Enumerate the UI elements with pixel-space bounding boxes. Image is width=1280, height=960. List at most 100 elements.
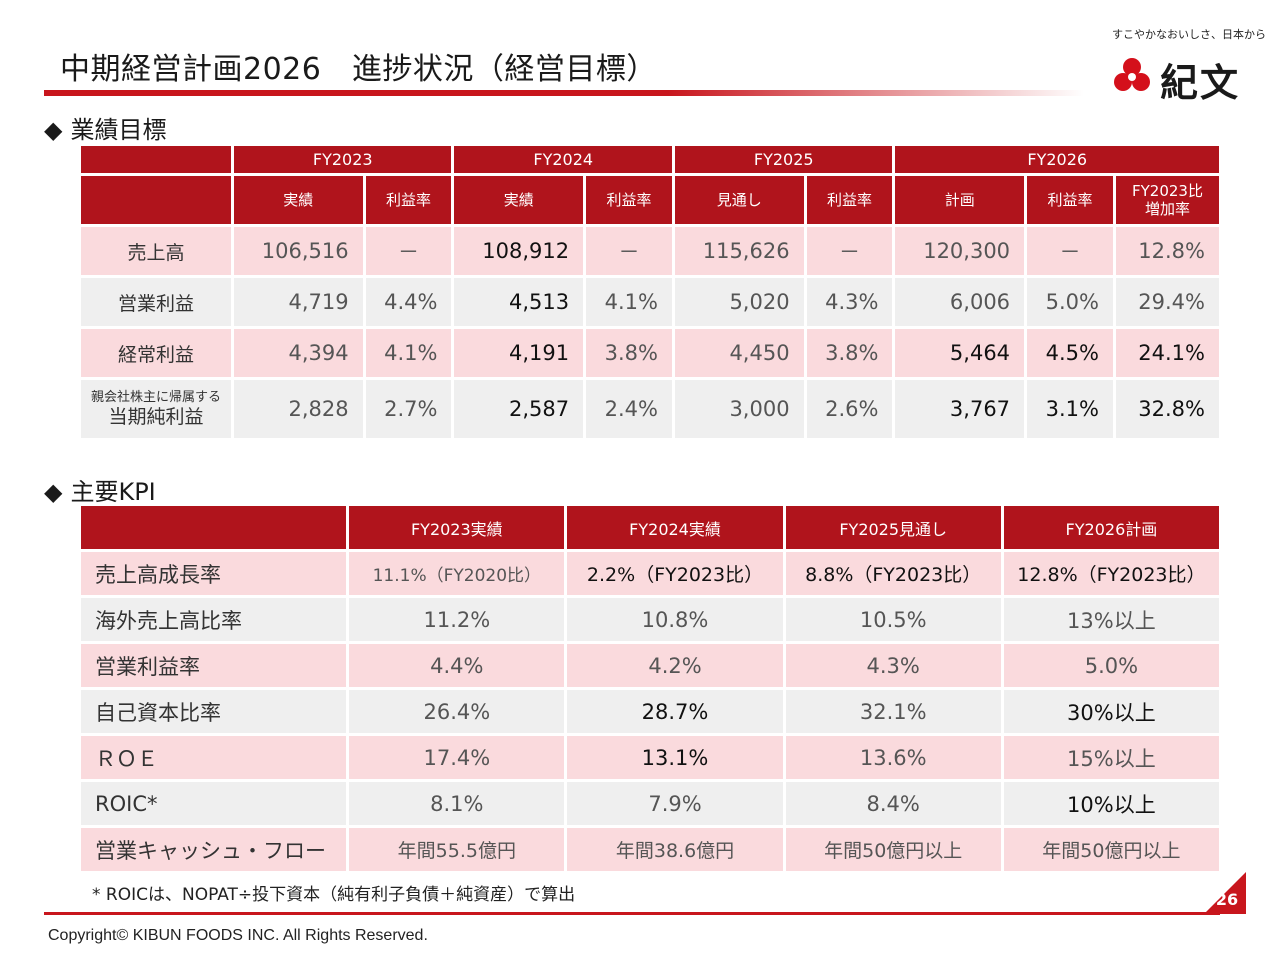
year-header: FY2023 [234,146,452,173]
year-header: FY2025 [674,146,893,173]
column-header: FY2023実績 [349,506,565,549]
table-cell: 2,587 [454,380,584,438]
row-label: 営業利益 [81,278,231,326]
column-header-line: 増加率 [1144,200,1190,218]
table-cell: 13%以上 [1003,598,1219,641]
table-row: 自己資本比率 26.4% 28.7% 32.1% 30%以上 [81,690,1219,733]
column-header: 利益率 [1027,176,1113,224]
column-header: 実績 [234,176,363,224]
table-cell: 11.2% [349,598,565,641]
key-kpi-table: FY2023実績 FY2024実績 FY2025見通し FY2026計画 売上高… [78,503,1222,874]
table-cell: 10.8% [567,598,783,641]
table-cell: 4.1% [586,278,672,326]
table-cell: 年間50億円以上 [1003,828,1219,871]
table-cell: 4.1% [365,329,452,377]
page-number: 26 [1215,890,1239,909]
page-title: 中期経営計画2026 進捗状況（経営目標） [60,52,657,87]
table-cell: 5,020 [674,278,804,326]
table-cell: 3.1% [1027,380,1113,438]
table-cell: 29.4% [1115,278,1219,326]
column-header: FY2024実績 [567,506,783,549]
year-header: FY2026 [895,146,1219,173]
copyright-text: Copyright© KIBUN FOODS INC. All Rights R… [48,927,428,944]
trefoil-logo-icon [1114,58,1150,91]
table-cell: 年間50億円以上 [785,828,1001,871]
year-header: FY2024 [454,146,672,173]
table-row: 売上高 106,516 － 108,912 － 115,626 － 120,30… [81,227,1219,275]
table-cell: 12.8% [1115,227,1219,275]
table-cell: 10.5% [785,598,1001,641]
table-cell: 4.3% [785,644,1001,687]
table-cell: 4,450 [674,329,804,377]
footnote: * ROICは、NOPAT÷投下資本（純有利子負債＋純資産）で算出 [92,885,576,905]
row-label: 海外売上高比率 [81,598,347,641]
table-cell: 4,513 [454,278,584,326]
column-header-line: FY2023比 [1131,182,1203,200]
table-cell: 8.4% [785,782,1001,825]
row-label-main: 当期純利益 [108,406,204,428]
table-cell: 32.8% [1115,380,1219,438]
table-cell: 4,394 [234,329,363,377]
table-cell: 7.9% [567,782,783,825]
logo-tagline: すこやかなおいしさ、日本から [1112,28,1266,41]
table-row: ＲＯＥ 17.4% 13.1% 13.6% 15%以上 [81,736,1219,779]
table-cell: 106,516 [234,227,363,275]
table-cell: 17.4% [349,736,565,779]
table-row: 営業キャッシュ・フロー 年間55.5億円 年間38.6億円 年間50億円以上 年… [81,828,1219,871]
table-cell: 4,719 [234,278,363,326]
table-cell: 6,006 [895,278,1025,326]
table-row: 海外売上高比率 11.2% 10.8% 10.5% 13%以上 [81,598,1219,641]
table-cell: 8.1% [349,782,565,825]
column-header: FY2025見通し [785,506,1001,549]
row-label: 売上高成長率 [81,552,347,595]
section-heading-kpi: ◆ 主要KPI [44,472,156,507]
table-cell: 32.1% [785,690,1001,733]
table-cell: 28.7% [567,690,783,733]
table-cell: 4.3% [806,278,893,326]
section-heading-performance: ◆ 業績目標 [44,110,166,145]
table-cell: 11.1%（FY2020比） [349,552,565,595]
table-cell: 年間55.5億円 [349,828,565,871]
row-label: 営業キャッシュ・フロー [81,828,347,871]
table-cell: 2.7% [365,380,452,438]
column-header: 実績 [454,176,584,224]
table-row: 親会社株主に帰属する 当期純利益 2,828 2.7% 2,587 2.4% 3… [81,380,1219,438]
diamond-bullet-icon: ◆ [44,478,63,506]
table-cell: 13.1% [567,736,783,779]
row-label: 売上高 [81,227,231,275]
table-cell: － [806,227,893,275]
title-underline [44,90,1084,96]
table-cell: 2.2%（FY2023比） [567,552,783,595]
table-cell: 120,300 [895,227,1025,275]
table-cell: 5,464 [895,329,1025,377]
row-label: 親会社株主に帰属する 当期純利益 [81,380,231,438]
column-header: 計画 [895,176,1025,224]
table-cell: 2.4% [586,380,672,438]
table-cell: 2.6% [806,380,893,438]
table-cell: 4.2% [567,644,783,687]
table-cell: 24.1% [1115,329,1219,377]
table-cell: 8.8%（FY2023比） [785,552,1001,595]
row-label: 経常利益 [81,329,231,377]
table-cell: 4.4% [365,278,452,326]
column-header: FY2023比 増加率 [1115,176,1219,224]
table-cell: 15%以上 [1003,736,1219,779]
table-cell: 3.8% [806,329,893,377]
column-header: 利益率 [365,176,452,224]
table-cell: － [1027,227,1113,275]
logo-wordmark: 紀文 [1160,60,1241,105]
row-label: ROIC* [81,782,347,825]
table-cell: 13.6% [785,736,1001,779]
section-heading-text: 業績目標 [70,116,167,144]
column-header: 見通し [674,176,804,224]
table-cell: － [586,227,672,275]
table-row: 営業利益率 4.4% 4.2% 4.3% 5.0% [81,644,1219,687]
row-label: ＲＯＥ [81,736,347,779]
diamond-bullet-icon: ◆ [44,116,63,144]
table-cell: 5.0% [1003,644,1219,687]
section-heading-text: 主要KPI [70,478,156,506]
table-cell: 3,000 [674,380,804,438]
table-row: 経常利益 4,394 4.1% 4,191 3.8% 4,450 3.8% 5,… [81,329,1219,377]
row-label-prefix: 親会社株主に帰属する [90,390,221,405]
table-cell: 4.4% [349,644,565,687]
